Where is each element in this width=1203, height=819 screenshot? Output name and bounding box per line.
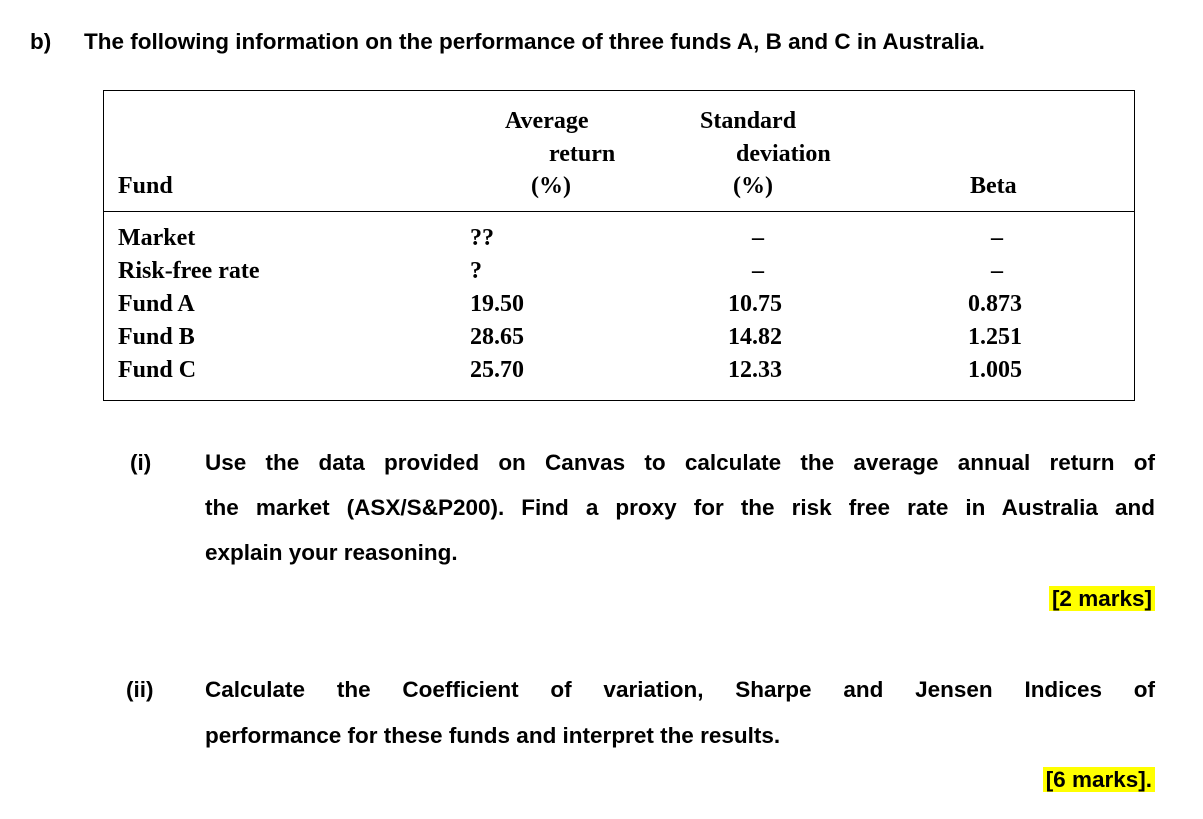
question-label: (ii) [126, 677, 154, 702]
row-label: Market [118, 225, 196, 251]
table-border [103, 90, 1135, 401]
cell: – [991, 258, 1003, 284]
cell: 28.65 [470, 324, 524, 350]
cell: ? [470, 258, 482, 284]
cell: 1.005 [968, 357, 1022, 383]
cell: 14.82 [728, 324, 782, 350]
cell: 0.873 [968, 291, 1022, 317]
header-beta: Beta [970, 173, 1017, 199]
cell: 1.251 [968, 324, 1022, 350]
cell: – [752, 225, 764, 251]
header-average: return [549, 141, 616, 167]
part-text: The following information on the perform… [84, 29, 985, 54]
question-line: Use the data provided on Canvas to calcu… [205, 450, 1155, 475]
header-average: Average [505, 108, 589, 134]
header-std: deviation [736, 141, 831, 167]
part-label: b) [30, 29, 52, 54]
question-line: performance for these funds and interpre… [205, 723, 781, 748]
cell: 10.75 [728, 291, 782, 317]
question-label: (i) [130, 450, 152, 475]
cell: 12.33 [728, 357, 782, 383]
row-label: Fund A [118, 291, 195, 317]
marks: [6 marks]. [1042, 767, 1155, 792]
header-rule [103, 211, 1135, 212]
header-average: (%) [531, 173, 571, 199]
cell: 25.70 [470, 357, 524, 383]
header-std: Standard [700, 108, 797, 134]
marks: [2 marks] [1048, 586, 1155, 611]
cell: – [752, 258, 764, 284]
row-label: Fund C [118, 357, 197, 383]
row-label: Risk-free rate [118, 258, 260, 284]
header-std: (%) [733, 173, 773, 199]
row-label: Fund B [118, 324, 195, 350]
question-line: Calculate the Coefficient of variation, … [205, 677, 1155, 702]
cell: 19.50 [470, 291, 524, 317]
cell: ?? [470, 225, 494, 251]
question-line: explain your reasoning. [205, 540, 458, 565]
cell: – [991, 225, 1003, 251]
header-fund: Fund [118, 173, 173, 199]
question-line: the market (ASX/S&P200). Find a proxy fo… [205, 495, 1155, 520]
